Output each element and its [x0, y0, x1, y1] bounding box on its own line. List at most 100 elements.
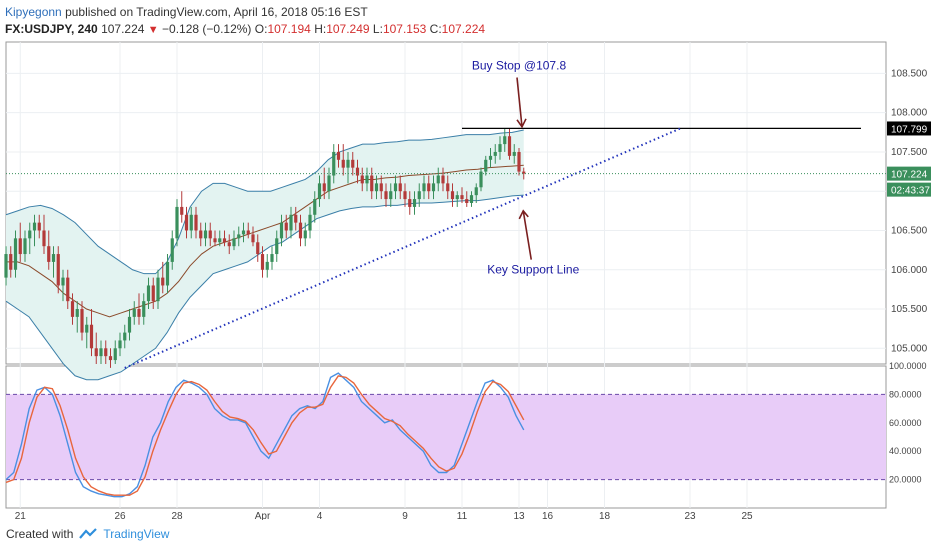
candle-body	[355, 167, 360, 176]
candle-body	[436, 175, 440, 184]
candle-body	[170, 238, 174, 262]
bollinger-fill	[6, 129, 524, 380]
candle-body	[403, 191, 407, 200]
buy-stop-arrow	[516, 77, 523, 127]
candle-body	[161, 277, 165, 286]
x-tick-label: 18	[599, 511, 611, 520]
y-tick-label: 105.000	[891, 343, 928, 354]
candle-body	[303, 230, 307, 239]
price-chart-svg[interactable]: 21 26 28 Apr 4 9 11 13 16 18 23 25 108.500 108.000 107…	[0, 40, 932, 522]
open-value: 107.194	[267, 22, 311, 36]
stoch-d-line	[5, 375, 525, 496]
candle-body	[270, 254, 274, 262]
candle-body	[488, 155, 493, 160]
x-tick-label: 11	[457, 511, 468, 520]
y-tick-label: 107.500	[891, 147, 928, 158]
tradingview-link[interactable]: TradingView	[103, 527, 170, 541]
candle-body	[165, 261, 170, 286]
author-link[interactable]: Kipyegonn	[5, 5, 62, 19]
high-value: 107.249	[326, 22, 370, 36]
candle-body	[313, 199, 317, 215]
candle-body	[70, 301, 75, 317]
candle-body	[256, 242, 260, 255]
x-tick-label: 23	[684, 511, 696, 520]
bollinger-lower	[5, 194, 524, 381]
candle-body	[241, 230, 246, 235]
y-tick-label: 108.000	[891, 108, 928, 119]
y-tick-label: 108.500	[891, 68, 928, 79]
candle-body	[56, 254, 60, 286]
change-value: −0.128 (−0.12%)	[162, 22, 252, 36]
candle-body	[260, 254, 265, 270]
close-value: 107.224	[441, 22, 486, 36]
candle-body	[142, 301, 146, 317]
candle-body	[279, 222, 284, 239]
candle-body	[374, 183, 379, 192]
candle-body	[218, 238, 222, 243]
footer: Created with TradingView	[6, 527, 169, 541]
stoch-k-line	[5, 372, 525, 498]
last-price: 107.224	[101, 22, 145, 36]
candle-body	[199, 230, 203, 239]
candle-body	[446, 183, 450, 192]
arrow-head-icon	[518, 209, 529, 220]
candle-body	[222, 238, 227, 243]
stoch-tick-label: 40.0000	[889, 446, 922, 456]
support-arrow	[522, 210, 533, 260]
candle-body	[37, 222, 41, 231]
stoch-tick-label: 80.0000	[889, 389, 922, 399]
candle-body	[322, 183, 326, 192]
candle-body	[294, 214, 298, 223]
candle-body	[493, 151, 497, 156]
price-tag-label: 107.224	[891, 170, 928, 181]
candle-body	[13, 238, 18, 270]
candle-body	[132, 309, 136, 317]
candle-body	[246, 230, 250, 235]
tradingview-logo-icon	[79, 528, 98, 539]
candle-body	[137, 309, 141, 317]
candle-body	[417, 191, 421, 200]
arrow-head-icon	[516, 118, 527, 129]
low-label: L:	[372, 22, 383, 36]
candle-body	[289, 214, 293, 231]
candle-body	[479, 171, 483, 188]
candle-body	[180, 206, 184, 215]
created-with-label: Created with	[6, 527, 74, 541]
y-tick-label: 106.000	[891, 265, 928, 276]
x-tick-label: Apr	[255, 511, 271, 520]
close-label: C:	[429, 22, 442, 36]
candle-body	[308, 214, 312, 231]
bollinger-upper	[5, 129, 524, 275]
candle-body	[4, 254, 8, 278]
candle-body	[113, 348, 117, 361]
candle-body	[118, 340, 122, 349]
candle-body	[408, 199, 412, 207]
candle-body	[99, 348, 103, 357]
candle-body	[156, 277, 160, 302]
candle-body	[42, 230, 46, 247]
candle-body	[275, 238, 279, 255]
candle-body	[393, 183, 398, 192]
price-tag-label: 02:43:37	[891, 186, 930, 197]
published-text: published on TradingView.com, April 16, …	[65, 5, 368, 19]
x-tick-label: 9	[402, 511, 408, 520]
candle-body	[455, 195, 459, 200]
candle-body	[227, 242, 231, 247]
price-tag-label: 107.799	[891, 124, 928, 135]
candle-body	[460, 195, 464, 200]
candle-body	[213, 238, 217, 243]
candle-body	[351, 159, 355, 168]
candle-body	[317, 183, 322, 200]
candle-body	[389, 191, 393, 200]
candle-body	[284, 222, 288, 231]
price-tag	[887, 121, 931, 136]
chart-area[interactable]: 21 26 28 Apr 4 9 11 13 16 18 23 25 108.500 108.000 107…	[0, 40, 932, 522]
down-arrow-icon: ▼	[147, 24, 159, 36]
publish-header: Kipyegonn published on TradingView.com, …	[5, 5, 368, 19]
bollinger-basis	[6, 164, 524, 318]
low-value: 107.153	[382, 22, 427, 36]
candle-body	[512, 151, 516, 156]
candle-body	[189, 214, 193, 231]
open-label: O:	[254, 22, 268, 36]
x-tick-label: 25	[741, 511, 753, 520]
